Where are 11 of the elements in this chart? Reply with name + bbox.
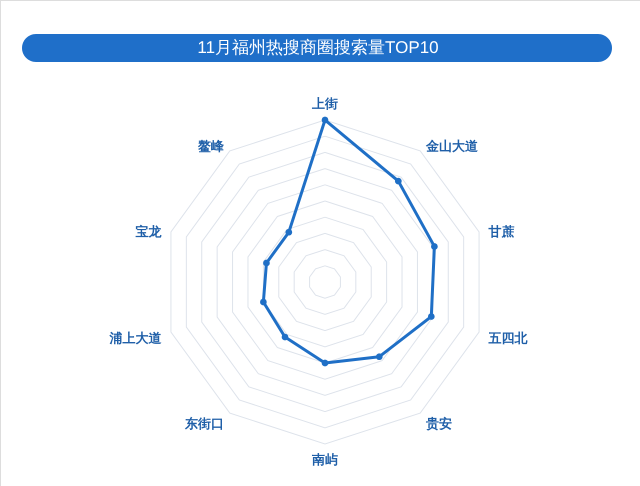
spoke-label: 金山大道 bbox=[424, 138, 479, 154]
spoke-label: 五四北 bbox=[487, 330, 528, 346]
spoke-label: 甘蔗 bbox=[487, 224, 514, 240]
spoke-label: 鳌峰 bbox=[197, 138, 226, 154]
chart-title: 11月福州热搜商圈搜索量TOP10 bbox=[197, 38, 439, 57]
spoke-label: 宝龙 bbox=[136, 224, 163, 240]
spoke-label: 南屿 bbox=[311, 452, 338, 468]
spoke-label: 贵安 bbox=[424, 416, 452, 432]
spoke-label: 浦上大道 bbox=[108, 330, 163, 346]
spoke-label: 东街口 bbox=[184, 416, 224, 432]
spoke-label: 上街 bbox=[311, 96, 338, 111]
